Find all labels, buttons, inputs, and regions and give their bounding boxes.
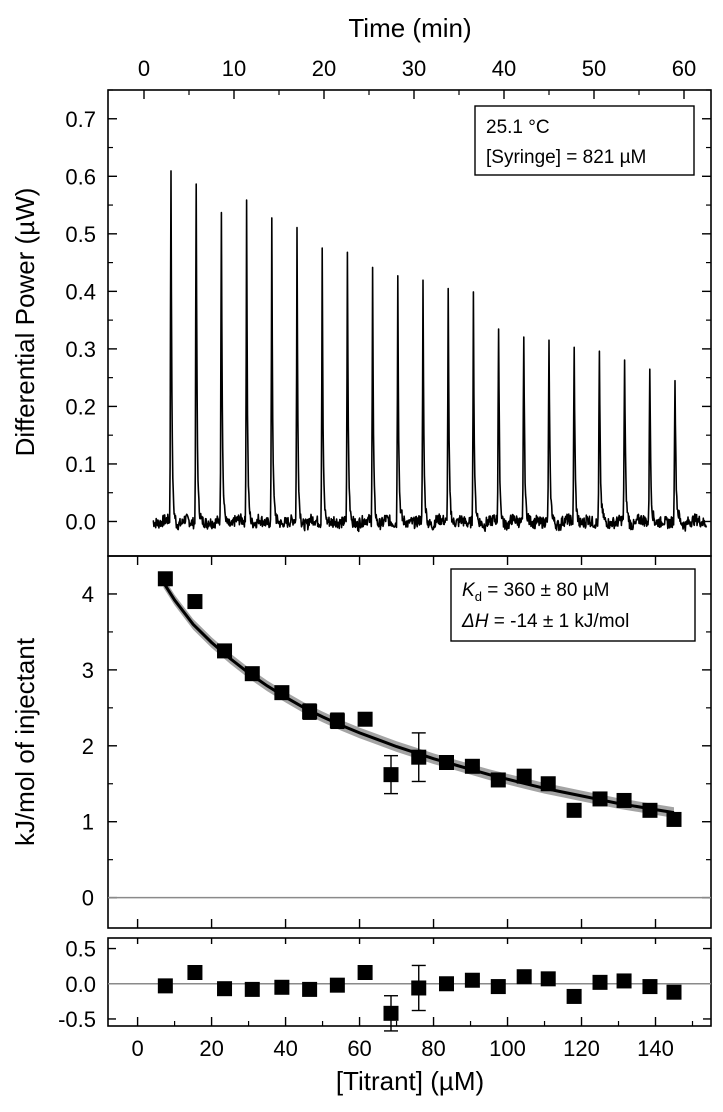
bottom-x-tick-label: 40 [273, 1036, 297, 1061]
kd-value: = 360 ± 80 µM [482, 580, 610, 601]
data-point [244, 666, 260, 682]
data-point [540, 776, 556, 792]
data-point [302, 704, 318, 720]
data-point [274, 685, 290, 701]
bottom-x-axis-title: [Titrant] (µM) [336, 1066, 484, 1096]
conditions-legend-box [474, 105, 695, 176]
middle-y-tick-label: 4 [82, 582, 94, 607]
conditions-legend: 25.1 °C [Syringe] = 821 µM [474, 105, 695, 176]
top-x-tick-label: 60 [672, 56, 696, 81]
data-point [490, 772, 506, 788]
bottom-x-tick-label: 60 [347, 1036, 371, 1061]
temperature-annotation: 25.1 °C [486, 117, 550, 138]
dh-annotation: ΔH = -14 ± 1 kJ/mol [461, 611, 629, 632]
residual-point [329, 977, 345, 993]
bottom-x-tick-label: 120 [563, 1036, 600, 1061]
bottom-x-tick-label: 80 [421, 1036, 445, 1061]
middle-y-axis-title: kJ/mol of injectant [10, 637, 40, 846]
bottom-panel-frame [107, 937, 712, 1027]
top-y-tick-label: 0.5 [65, 222, 96, 247]
data-point [357, 711, 373, 727]
middle-panel-axes: 0 1 2 3 4 [82, 556, 711, 928]
residual-point [490, 979, 506, 995]
data-point [329, 713, 345, 729]
data-point [187, 594, 203, 610]
top-x-tick-label: 20 [312, 56, 336, 81]
residual-point [438, 976, 454, 992]
top-y-tick-label: 0.2 [65, 394, 96, 419]
dh-symbol: ΔH [461, 611, 489, 632]
fit-parameters-legend-box [450, 568, 696, 642]
data-point [157, 571, 173, 587]
data-point [592, 791, 608, 807]
kd-annotation: Kd = 360 ± 80 µM [462, 580, 609, 604]
top-panel-axes: 0 10 20 30 40 50 60 0.0 0.1 0.2 0.3 0.4 0.5 0.6 0.7 [65, 56, 711, 534]
data-point [438, 754, 454, 770]
residual-point [592, 974, 608, 990]
bottom-y-tick-label: 0.5 [65, 937, 96, 962]
residual-point [157, 978, 173, 994]
data-point [516, 768, 532, 784]
residual-point [187, 964, 203, 980]
top-y-tick-label: 0.6 [65, 164, 96, 189]
bottom-x-tick-label: 140 [637, 1036, 674, 1061]
residual-point [566, 988, 582, 1004]
residual-point [516, 969, 532, 985]
residual-point [357, 964, 373, 980]
bottom-panel-axes: -0.5 0.0 0.5 0 20 40 60 80 100 120 140 [58, 937, 711, 1061]
kd-symbol: K [462, 580, 476, 601]
data-point [666, 811, 682, 827]
middle-y-tick-label: 1 [82, 810, 94, 835]
residual-point [642, 979, 658, 995]
residual-point [244, 981, 260, 997]
kd-subscript: d [475, 589, 482, 604]
top-x-tick-label: 50 [582, 56, 606, 81]
residual-point [302, 981, 318, 997]
data-point [464, 758, 480, 774]
top-y-tick-label: 0.4 [65, 279, 96, 304]
top-x-tick-label: 0 [138, 56, 150, 81]
data-point [642, 802, 658, 818]
top-x-tick-label: 30 [402, 56, 426, 81]
middle-y-tick-label: 2 [82, 734, 94, 759]
top-y-tick-label: 0.0 [65, 509, 96, 534]
data-point [217, 643, 233, 659]
residual-point [411, 980, 427, 996]
bottom-y-tick-label: 0.0 [65, 972, 96, 997]
residual-point [540, 971, 556, 987]
top-y-tick-label: 0.7 [65, 107, 96, 132]
top-y-tick-label: 0.3 [65, 337, 96, 362]
bottom-x-tick-label: 20 [199, 1036, 223, 1061]
middle-y-tick-label: 3 [82, 658, 94, 683]
residual-point [274, 979, 290, 995]
fit-parameters-legend: Kd = 360 ± 80 µM ΔH = -14 ± 1 kJ/mol [450, 568, 696, 642]
residual-point [616, 973, 632, 989]
residuals-plot [108, 964, 711, 1032]
top-y-axis-title: Differential Power (µW) [10, 188, 40, 457]
top-x-tick-label: 10 [222, 56, 246, 81]
middle-y-tick-label: 0 [82, 886, 94, 911]
bottom-x-tick-label: 0 [131, 1036, 143, 1061]
data-point [566, 802, 582, 818]
residual-point [666, 984, 682, 1000]
top-x-tick-label: 40 [492, 56, 516, 81]
residual-point [217, 981, 233, 997]
residual-point [464, 972, 480, 988]
data-point [616, 792, 632, 808]
top-y-tick-label: 0.1 [65, 452, 96, 477]
bottom-y-tick-label: -0.5 [58, 1007, 96, 1032]
dh-value: = -14 ± 1 kJ/mol [488, 611, 629, 632]
isotherm-plot [108, 571, 711, 899]
residual-point [383, 1005, 399, 1021]
thermogram-trace [152, 170, 708, 533]
middle-panel-frame [107, 555, 712, 929]
data-point [411, 749, 427, 765]
bottom-x-tick-label: 100 [489, 1036, 526, 1061]
data-point [383, 767, 399, 783]
top-x-axis-title: Time (min) [348, 13, 471, 43]
thermogram-line [152, 170, 708, 533]
syringe-annotation: [Syringe] = 821 µM [486, 147, 646, 168]
